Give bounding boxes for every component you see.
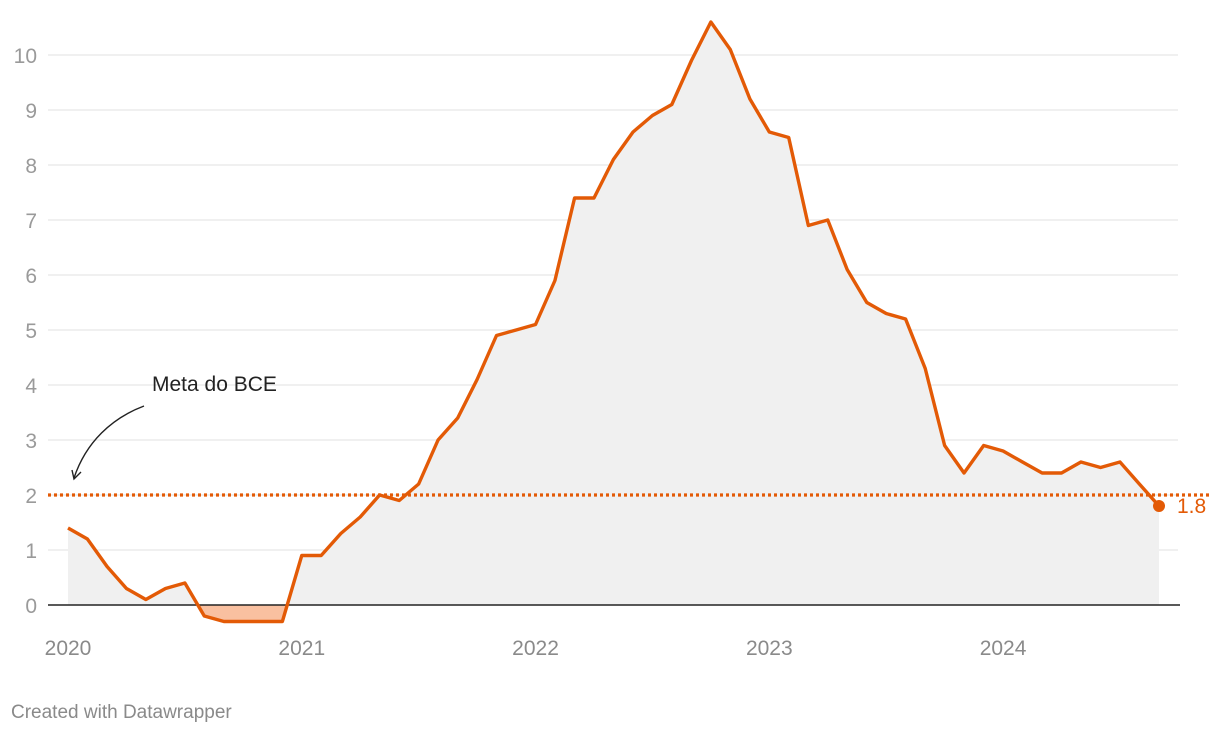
data-point-44 <box>923 367 927 371</box>
data-point-15 <box>358 515 362 519</box>
data-point-10 <box>261 620 265 624</box>
y-tick-label-9: 9 <box>25 100 37 123</box>
data-point-42 <box>884 312 888 316</box>
data-point-6 <box>183 581 187 585</box>
data-point-20 <box>456 416 460 420</box>
data-point-34 <box>728 48 732 52</box>
data-point-53 <box>1099 466 1103 470</box>
data-point-55 <box>1137 482 1141 486</box>
data-point-1 <box>85 537 89 541</box>
data-point-32 <box>689 59 693 63</box>
y-tick-label-4: 4 <box>25 375 37 398</box>
x-tick-label-2024: 2024 <box>980 637 1027 660</box>
data-point-12 <box>300 554 304 558</box>
data-point-46 <box>962 471 966 475</box>
y-tick-label-10: 10 <box>14 45 37 68</box>
last-value-label: 1.8 <box>1177 495 1206 518</box>
y-tick-label-1: 1 <box>25 540 37 563</box>
data-point-24 <box>534 323 538 327</box>
data-point-27 <box>592 196 596 200</box>
data-point-35 <box>748 97 752 101</box>
data-point-54 <box>1118 460 1122 464</box>
y-axis-tick-labels: 0 1 2 3 4 5 6 7 8 9 10 <box>14 45 38 618</box>
data-point-49 <box>1020 460 1024 464</box>
data-point-25 <box>553 279 557 283</box>
data-point-30 <box>650 114 654 118</box>
data-point-45 <box>943 444 947 448</box>
data-point-9 <box>241 620 245 624</box>
x-tick-label-2023: 2023 <box>746 637 793 660</box>
data-point-43 <box>904 317 908 321</box>
y-tick-label-2: 2 <box>25 485 37 508</box>
inflation-line <box>67 20 1161 624</box>
data-point-19 <box>436 438 440 442</box>
data-point-3 <box>124 587 128 591</box>
data-point-8 <box>222 620 226 624</box>
data-point-48 <box>1001 449 1005 453</box>
y-tick-label-0: 0 <box>25 595 37 618</box>
last-value-marker <box>1153 500 1165 512</box>
data-point-2 <box>105 565 109 569</box>
y-tick-label-5: 5 <box>25 320 37 343</box>
data-point-38 <box>806 224 810 228</box>
x-axis-tick-labels: 2020 2021 2022 2023 2024 <box>45 637 1027 660</box>
data-point-17 <box>397 499 401 503</box>
y-tick-label-6: 6 <box>25 265 37 288</box>
ecb-target-annotation: Meta do BCE <box>152 373 277 396</box>
data-point-26 <box>573 196 577 200</box>
data-point-23 <box>514 328 518 332</box>
data-point-40 <box>845 268 849 272</box>
y-tick-label-8: 8 <box>25 155 37 178</box>
negative-inflation-area <box>197 605 288 622</box>
data-point-14 <box>339 532 343 536</box>
datawrapper-credit: Created with Datawrapper <box>11 702 232 723</box>
data-point-52 <box>1079 460 1083 464</box>
x-tick-label-2022: 2022 <box>512 637 559 660</box>
x-tick-label-2020: 2020 <box>45 637 92 660</box>
data-point-50 <box>1040 471 1044 475</box>
y-tick-label-3: 3 <box>25 430 37 453</box>
data-point-28 <box>611 158 615 162</box>
data-point-51 <box>1060 471 1064 475</box>
data-point-37 <box>787 136 791 140</box>
data-point-36 <box>767 130 771 134</box>
x-tick-label-2021: 2021 <box>278 637 325 660</box>
data-point-29 <box>631 130 635 134</box>
data-point-5 <box>163 587 167 591</box>
annotation-arrow-icon <box>71 405 145 481</box>
data-point-4 <box>144 598 148 602</box>
inflation-area <box>68 22 1159 622</box>
data-point-33 <box>709 20 713 24</box>
data-point-41 <box>865 301 869 305</box>
data-point-39 <box>826 218 830 222</box>
data-point-21 <box>475 378 479 382</box>
data-point-16 <box>378 493 382 497</box>
data-point-11 <box>280 620 284 624</box>
data-point-22 <box>494 334 498 338</box>
y-tick-label-7: 7 <box>25 210 37 233</box>
data-point-7 <box>202 614 206 618</box>
data-point-18 <box>417 482 421 486</box>
data-point-0 <box>66 526 70 530</box>
data-point-31 <box>670 103 674 107</box>
data-point-47 <box>982 444 986 448</box>
data-point-13 <box>319 554 323 558</box>
